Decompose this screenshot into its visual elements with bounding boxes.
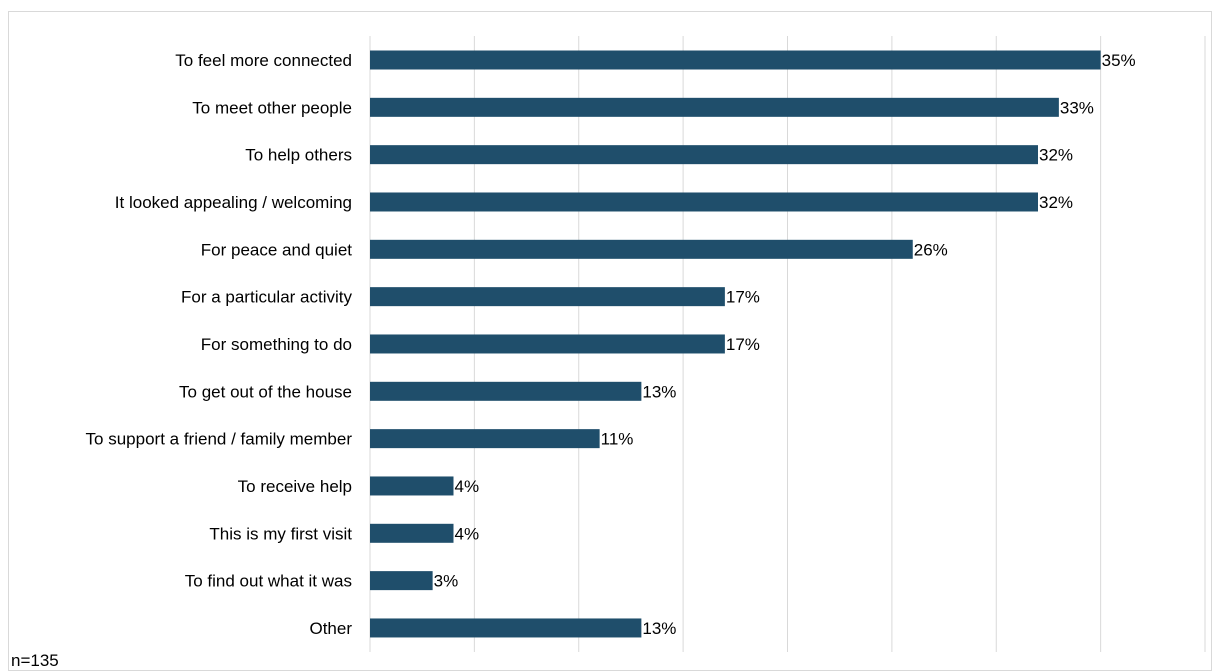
data-label: 32% [1039,146,1073,165]
category-label: To help others [245,146,352,165]
category-label: For a particular activity [181,288,352,307]
category-label: This is my first visit [209,524,352,543]
bar [370,618,642,638]
category-label: It looked appealing / welcoming [115,193,352,212]
category-label: To feel more connected [175,51,352,70]
bar [370,50,1101,70]
category-label: To meet other people [192,98,352,117]
data-label: 4% [455,477,480,496]
data-label: 11% [601,430,634,449]
bar [370,476,454,496]
category-label: To get out of the house [179,382,352,401]
gridlines [369,36,1206,652]
bar [370,239,913,259]
category-label: For peace and quiet [201,240,352,259]
category-label: Other [309,619,352,638]
bar [370,429,600,449]
data-label: 33% [1060,98,1094,117]
data-label: 13% [642,619,676,638]
data-label: 17% [726,288,760,307]
bar [370,97,1059,117]
data-label: 13% [642,382,676,401]
data-label: 32% [1039,193,1073,212]
value-labels: 35% 33% 32% 32% 26% 17% 17% 13% 11% 4% 4% 3% 13% [434,51,1136,638]
bar [370,334,725,354]
data-label: 4% [455,524,480,543]
category-label: To receive help [238,477,352,496]
data-label: 3% [434,572,459,591]
bar [370,192,1038,212]
bar [370,287,725,307]
data-label: 35% [1102,51,1136,70]
bar [370,145,1038,165]
bar [370,571,433,591]
sample-size-note: n=135 [11,651,59,670]
bar [370,523,454,543]
data-label: 17% [726,335,760,354]
category-label: To find out what it was [185,572,352,591]
category-label: For something to do [201,335,352,354]
category-label: To support a friend / family member [86,430,353,449]
data-label: 26% [914,240,948,259]
bar [370,381,642,401]
bars [370,50,1101,638]
category-labels: To feel more connected To meet other peop… [86,51,353,638]
